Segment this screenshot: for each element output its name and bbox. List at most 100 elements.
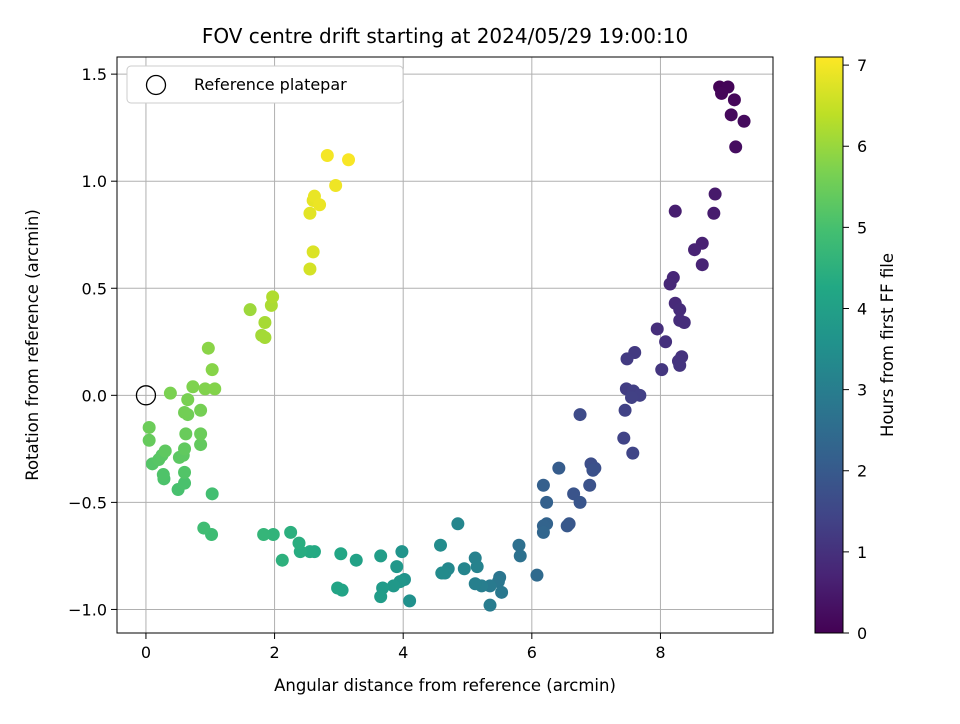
scatter-point xyxy=(179,427,193,441)
scatter-point xyxy=(688,243,702,257)
plot-frame xyxy=(116,56,774,634)
scatter-point xyxy=(457,562,471,576)
colorbar-tick-label: 5 xyxy=(857,218,867,237)
colorbar-label: Hours from first FF file xyxy=(878,253,897,437)
legend: Reference platepar xyxy=(126,65,404,104)
scatter-point xyxy=(374,549,388,563)
legend-marker-icon xyxy=(145,74,167,96)
scatter-point xyxy=(673,358,687,372)
scatter-point xyxy=(284,525,298,539)
y-tick-label: 1.0 xyxy=(82,172,107,191)
scatter-point xyxy=(163,386,177,400)
scatter-point xyxy=(349,553,363,567)
scatter-point xyxy=(470,560,484,574)
scatter-point xyxy=(715,86,729,100)
scatter-point xyxy=(560,519,574,533)
scatter-point xyxy=(495,585,509,599)
scatter-point xyxy=(205,487,219,501)
scatter-point xyxy=(194,427,208,441)
scatter-point xyxy=(403,594,417,608)
scatter-point xyxy=(181,393,195,407)
scatter-point xyxy=(677,316,691,330)
scatter-point xyxy=(659,335,673,349)
scatter-point xyxy=(313,198,327,212)
colorbar-tick-label: 4 xyxy=(857,299,867,318)
y-axis-label: Rotation from reference (arcmin) xyxy=(23,209,42,481)
y-tick-label: 0.5 xyxy=(82,279,107,298)
scatter-point xyxy=(530,568,544,582)
scatter-point xyxy=(620,352,634,366)
scatter-point xyxy=(626,446,640,460)
scatter-point xyxy=(707,206,721,220)
colorbar-tick-label: 3 xyxy=(857,381,867,400)
legend-box xyxy=(126,65,404,104)
scatter-point xyxy=(198,382,212,396)
scatter-point xyxy=(205,363,219,377)
scatter-point xyxy=(552,461,566,475)
scatter-point xyxy=(435,566,449,580)
scatter-point xyxy=(194,403,208,417)
colorbar-gradient xyxy=(815,57,843,633)
scatter-point xyxy=(194,438,208,452)
scatter-point xyxy=(178,465,192,479)
scatter-point xyxy=(303,206,317,220)
scatter-point xyxy=(178,442,192,456)
scatter-point xyxy=(512,538,526,552)
scatter-point xyxy=(451,517,465,531)
y-axis-ticks: −1.0 −0.5 0.0 0.5 1.0 1.5 xyxy=(68,65,117,619)
scatter-point xyxy=(208,382,222,396)
scatter-point xyxy=(573,495,587,509)
scatter-point xyxy=(395,545,409,559)
scatter-point xyxy=(390,560,404,574)
scatter-point xyxy=(668,204,682,218)
y-tick-label: −1.0 xyxy=(68,600,107,619)
scatter-point xyxy=(673,303,687,317)
scatter-point xyxy=(320,148,334,162)
scatter-point xyxy=(625,390,639,404)
scatter-point xyxy=(201,341,215,355)
scatter-point xyxy=(536,525,550,539)
chart-title: FOV centre drift starting at 2024/05/29 … xyxy=(202,24,688,48)
colorbar-ticks: 0 1 2 3 4 5 6 7 xyxy=(843,56,867,643)
scatter-point xyxy=(243,303,257,317)
scatter-point xyxy=(258,316,272,330)
scatter-point xyxy=(650,322,664,336)
x-tick-label: 4 xyxy=(398,643,408,662)
scatter-point xyxy=(142,420,156,434)
scatter-point xyxy=(483,598,497,612)
y-tick-label: −0.5 xyxy=(68,493,107,512)
colorbar-tick-label: 6 xyxy=(857,137,867,156)
colorbar-tick-label: 1 xyxy=(857,543,867,562)
scatter-point xyxy=(727,93,741,107)
colorbar: 0 1 2 3 4 5 6 7 Hours from first FF file xyxy=(814,56,897,643)
scatter-point xyxy=(142,433,156,447)
colorbar-tick-label: 2 xyxy=(857,462,867,481)
scatter-point xyxy=(724,108,738,122)
scatter-point xyxy=(334,547,348,561)
scatter-point xyxy=(331,581,345,595)
scatter-point xyxy=(197,521,211,535)
scatter-point xyxy=(617,431,631,445)
scatter-point xyxy=(663,277,677,291)
y-tick-label: 0.0 xyxy=(82,386,107,405)
scatter-point xyxy=(618,403,632,417)
scatter-point xyxy=(303,262,317,276)
colorbar-tick-label: 0 xyxy=(857,624,867,643)
scatter-point xyxy=(433,538,447,552)
scatter-points xyxy=(135,80,751,612)
x-axis-ticks: 0 2 4 6 8 xyxy=(141,633,666,662)
x-tick-label: 0 xyxy=(141,643,151,662)
scatter-point xyxy=(275,553,289,567)
colorbar-tick-label: 7 xyxy=(857,56,867,75)
scatter-point xyxy=(156,468,170,482)
scatter-point xyxy=(329,178,343,192)
scatter-point xyxy=(158,444,172,458)
scatter-point xyxy=(387,579,401,593)
scatter-point xyxy=(655,363,669,377)
x-tick-label: 6 xyxy=(527,643,537,662)
scatter-point xyxy=(292,536,306,550)
scatter-point xyxy=(583,478,597,492)
colorbar-frame xyxy=(814,56,844,634)
x-tick-label: 2 xyxy=(269,643,279,662)
